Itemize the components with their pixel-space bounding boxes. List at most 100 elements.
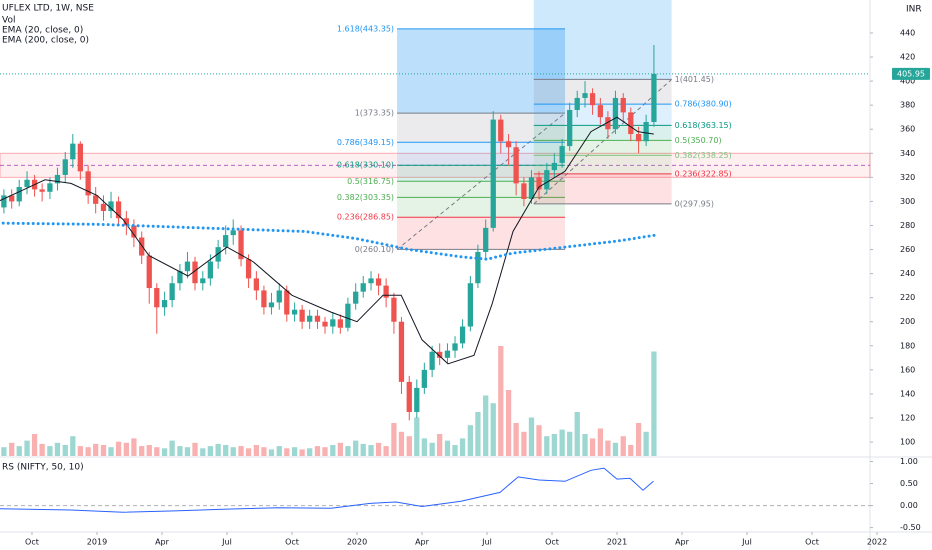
volume-bar: [115, 441, 122, 456]
y-tick-label: 220: [900, 293, 915, 302]
volume-bar: [628, 445, 634, 456]
volume-bar: [452, 445, 458, 456]
candle-body: [85, 171, 91, 196]
candle-body: [16, 186, 22, 202]
candle-body: [54, 174, 61, 184]
candle-body: [108, 201, 114, 212]
volume-bar: [223, 445, 229, 456]
candle-body: [643, 122, 649, 142]
volume-bar: [24, 440, 30, 456]
indicator-title: RS (NIFTY, 50, 10): [2, 463, 84, 473]
candle-body: [123, 218, 130, 226]
candle-body: [582, 93, 588, 98]
fib-band: [533, 140, 672, 156]
candle-body: [345, 303, 351, 328]
volume-bar: [291, 447, 298, 456]
ema-line: [0, 221, 658, 261]
fib-band: [397, 217, 566, 250]
candle-body: [62, 159, 68, 175]
rs-tick-label: -0.50: [900, 523, 921, 532]
ema-line: [0, 116, 654, 365]
candle-body: [261, 290, 267, 308]
volume-bar: [207, 446, 213, 456]
candle-body: [544, 170, 550, 190]
x-tick-label: Apr: [415, 538, 430, 547]
volume-bar: [39, 443, 45, 456]
candle-body: [307, 315, 313, 322]
candle-body: [299, 309, 305, 322]
candle-body: [177, 271, 183, 284]
volume-bar: [9, 442, 15, 456]
last-price-tag: [892, 67, 930, 80]
volume-bar: [483, 395, 489, 456]
volume-bar: [612, 442, 619, 456]
candle-body: [521, 183, 527, 200]
y-tick-label: 300: [900, 197, 915, 206]
candle-body: [100, 203, 107, 212]
x-tick-label: Jul: [481, 538, 492, 547]
x-tick-label: Apr: [675, 538, 690, 547]
candle-body: [131, 225, 137, 238]
candle-body: [459, 326, 466, 344]
fib-band: [533, 125, 672, 141]
y-tick-label: 140: [900, 389, 915, 398]
volume-bar: [16, 446, 22, 456]
candle-body: [360, 283, 366, 292]
candle-body: [291, 309, 298, 315]
x-tick-label: Oct: [285, 538, 299, 547]
y-tick-label: 180: [900, 341, 915, 350]
volume-bar: [437, 434, 443, 456]
fib-label: 0.236(286.85): [337, 213, 394, 222]
legend-vol: Vol: [2, 16, 15, 26]
candle-body: [353, 291, 359, 304]
candle-body: [276, 290, 282, 303]
candle-body: [39, 189, 45, 192]
candle-body: [467, 283, 474, 327]
candle-body: [398, 321, 405, 382]
candle-body: [284, 290, 290, 315]
fib-label: 0(297.95): [675, 199, 714, 208]
volume-bar: [536, 425, 542, 456]
candle-body: [330, 319, 336, 327]
volume-bar: [559, 429, 565, 456]
candle-body: [483, 227, 489, 252]
volume-bar: [184, 447, 191, 456]
y-tick-label: 160: [900, 365, 915, 374]
volume-bar: [139, 446, 145, 456]
fib-band: [397, 197, 566, 218]
volume-bar: [605, 440, 611, 456]
legend-ema20: EMA (20, close, 0): [2, 26, 83, 36]
fib-label: 0(260.10): [355, 245, 394, 254]
volume-bar: [589, 438, 596, 456]
volume-bar: [238, 446, 244, 456]
candle-body: [605, 117, 611, 130]
volume-bar: [85, 447, 91, 456]
fib-band: [533, 173, 672, 204]
y-tick-label: 200: [900, 317, 915, 326]
volume-bar: [643, 431, 649, 456]
volume-bar: [268, 449, 275, 456]
candle-body: [429, 351, 435, 370]
candle-body: [383, 285, 389, 298]
last-price-label: 405.95: [897, 69, 925, 78]
y-tick-label: 380: [900, 101, 915, 110]
candle-body: [230, 230, 236, 236]
volume-bar: [31, 434, 38, 456]
y-tick-label: 440: [900, 28, 915, 37]
volume-bar: [169, 440, 175, 456]
volume-bar: [330, 445, 336, 456]
volume-bar: [498, 346, 504, 456]
volume-bar: [353, 440, 359, 456]
candle-body: [536, 177, 542, 190]
candle-body: [589, 93, 596, 106]
volume-bar: [544, 436, 550, 456]
volume-bar: [429, 442, 435, 456]
volume-bar: [513, 423, 519, 456]
x-tick-label: Jul: [741, 538, 752, 547]
volume-bar: [528, 417, 535, 456]
volume-bar: [322, 447, 328, 456]
volume-bar: [651, 351, 657, 456]
fib-highlight: [533, 0, 672, 80]
y-tick-label: 100: [900, 438, 915, 447]
